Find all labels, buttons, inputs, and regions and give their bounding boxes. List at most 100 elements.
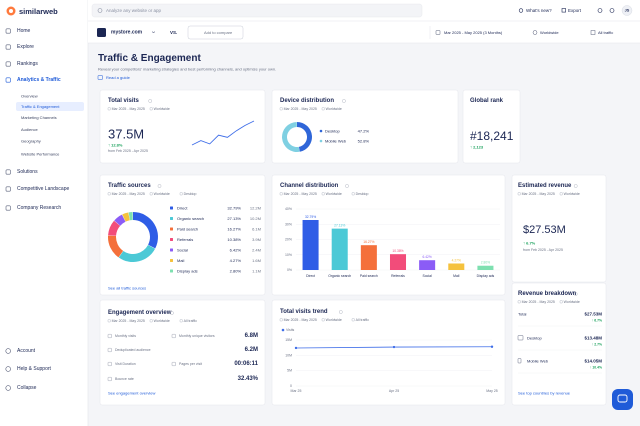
meta-icon [351, 318, 355, 322]
nav-item[interactable]: Rankings [17, 61, 38, 67]
meta-icon [179, 319, 183, 323]
card-link[interactable]: See top countries by revenue [518, 391, 571, 396]
meta-icon [321, 318, 325, 322]
avatar[interactable] [621, 5, 633, 16]
nav-item[interactable]: Collapse [17, 385, 37, 391]
traffic-filter[interactable]: All traffic [598, 30, 613, 35]
compare-button[interactable] [187, 25, 244, 40]
subnav-item[interactable]: Traffic & Engagement [21, 104, 60, 109]
bar [302, 219, 319, 270]
breakdown-change: ↑ 10.4% [590, 366, 602, 370]
region-filter[interactable]: Worldwide [540, 30, 559, 35]
nav-item[interactable]: Company Research [17, 205, 61, 211]
nav-active [16, 102, 84, 111]
meta-icon [149, 192, 153, 196]
data-label: 2.80% [481, 261, 490, 265]
source-name: Referrals [177, 237, 193, 242]
nav-item[interactable]: Explore [17, 44, 34, 50]
meta-icon [559, 300, 563, 304]
info-icon [573, 292, 578, 296]
legend-swatch [170, 217, 173, 220]
bar [389, 254, 407, 270]
period-filter[interactable]: Mar 2025 - May 2025 (3 Months) [444, 30, 503, 35]
logo: similarweb [19, 7, 58, 16]
nav-item[interactable]: Solutions [17, 169, 38, 175]
source-visits: 1.1M [252, 269, 261, 274]
info-icon [338, 310, 343, 314]
card-link[interactable]: See all traffic sources [108, 286, 146, 291]
vs: VS. [170, 30, 177, 35]
nav-icon [5, 28, 11, 34]
kpi-value: 37.5M [108, 127, 144, 142]
meta-icon [559, 192, 563, 196]
subnav-item[interactable]: Audience [21, 127, 38, 132]
card [99, 174, 266, 296]
nav-item[interactable]: Account [17, 348, 36, 354]
donut-segment [108, 235, 124, 258]
subnav-item[interactable]: Marketing Channels [21, 115, 57, 120]
legend-label: Visits [286, 328, 295, 332]
icon[interactable] [597, 8, 603, 13]
chat-button[interactable] [612, 389, 633, 410]
card [271, 89, 459, 164]
x-tick-label: Direct [306, 274, 315, 278]
legend-dot [319, 129, 323, 133]
card-meta: Mar 2025 - May 2025 [112, 192, 145, 196]
card-title: Total visits [108, 98, 140, 104]
card-meta: Mar 2025 - May 2025 [112, 319, 145, 323]
kpi-compare: from Feb 2025 - Apr 2025 [108, 149, 148, 153]
nav-item[interactable]: Home [17, 28, 31, 34]
data-label: 4.27% [452, 258, 461, 262]
source-share: 2.80% [230, 269, 242, 274]
subnav-item[interactable]: Website Performance [21, 152, 60, 157]
card-link[interactable]: See engagement overview [108, 391, 155, 396]
donut-segment [122, 212, 130, 222]
card-meta: Worldwide [326, 192, 342, 196]
search-box[interactable] [91, 3, 423, 18]
metric-label: Visit Duration [115, 362, 136, 366]
nav-item[interactable]: Analytics & Traffic [17, 77, 61, 83]
subnav-item[interactable]: Geography [21, 139, 41, 144]
compare-label[interactable]: Add to compare [204, 30, 233, 35]
icon[interactable] [609, 8, 615, 13]
legend-label: Mobile Web [325, 139, 347, 144]
guide-icon [97, 75, 103, 80]
x-tick-label: Mar 25 [291, 389, 302, 393]
donut-segment [297, 122, 313, 152]
source-share: 16.27% [227, 227, 241, 232]
nav-item[interactable]: Help & Support [17, 366, 52, 372]
legend-value: 52.8% [358, 139, 370, 144]
donut-segment [133, 212, 158, 249]
meta-icon [279, 107, 283, 111]
card-meta: Desktop [356, 192, 369, 196]
y-tick-label: 5M [287, 369, 292, 373]
legend-swatch [170, 238, 173, 241]
traffic-icon [590, 30, 596, 35]
subnav-item[interactable]: Overview [21, 94, 38, 99]
card-meta: Mar 2025 - May 2025 [112, 107, 145, 111]
meta-icon [279, 192, 283, 196]
card-meta: Worldwide [564, 300, 580, 304]
guide-link[interactable]: Read a guide [106, 75, 131, 80]
y-tick-label: 10M [285, 353, 292, 357]
nav-item[interactable]: Competitive Landscape [17, 186, 69, 192]
x-tick-label: Display ads [477, 274, 495, 278]
card-meta: Worldwide [154, 107, 170, 111]
source-visits: 12.2M [250, 206, 261, 211]
info-icon [345, 184, 349, 188]
card-meta: All traffic [184, 319, 198, 323]
nav-icon [5, 186, 11, 192]
breakdown-name: Total [518, 312, 527, 317]
meta-icon [107, 107, 111, 111]
info-icon [342, 99, 346, 103]
whats-new[interactable]: What's new? [526, 8, 552, 13]
meta-icon [351, 192, 355, 196]
x-tick-label: Organic search [328, 274, 351, 278]
x-tick-label: Referrals [391, 274, 405, 278]
icon [561, 8, 566, 13]
export[interactable]: Export [568, 8, 582, 13]
meta-icon [149, 319, 153, 323]
metric-label: Pages per visit [179, 362, 202, 366]
